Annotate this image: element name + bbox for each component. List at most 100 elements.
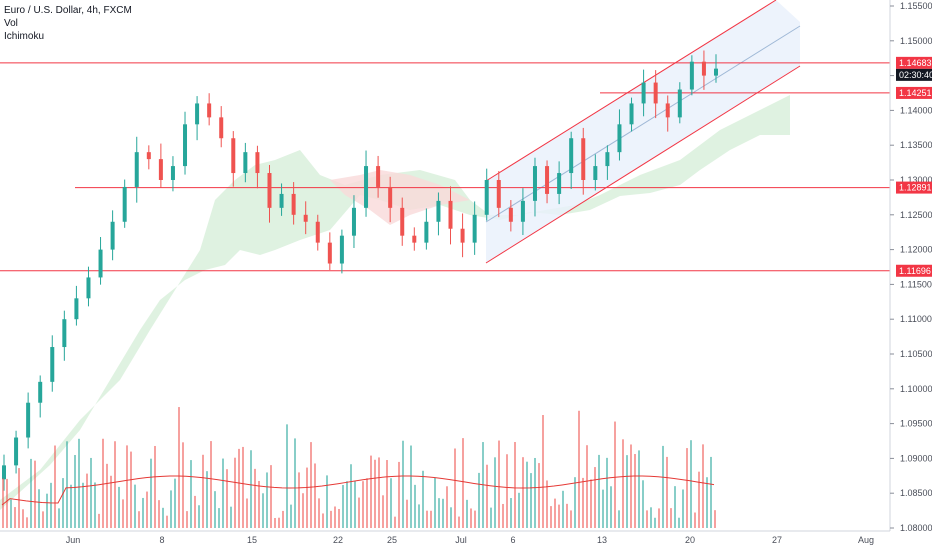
candle <box>195 103 200 125</box>
price-tick-label: 1.14000 <box>900 105 932 115</box>
volume-bar <box>682 489 684 528</box>
volume-bar <box>98 513 100 528</box>
volume-bar <box>474 510 476 528</box>
volume-bar <box>86 473 88 528</box>
volume-bar <box>646 510 648 528</box>
volume-bar <box>706 477 708 528</box>
volume-bar <box>538 463 540 528</box>
volume-bar <box>138 511 140 528</box>
candle <box>581 138 586 180</box>
channel-fill <box>486 0 800 263</box>
time-tick-label: Jul <box>455 535 467 545</box>
channel-lower-line[interactable] <box>485 65 801 264</box>
volume-bar <box>702 444 704 528</box>
volume-bar <box>386 460 388 528</box>
volume-bar <box>662 445 664 528</box>
volume-bar <box>362 481 364 528</box>
volume-bar <box>70 484 72 528</box>
candle <box>641 82 646 104</box>
volume-bar <box>142 497 144 528</box>
volume-bar <box>462 438 464 528</box>
candle <box>412 235 417 243</box>
candle <box>520 200 525 222</box>
volume-bar <box>370 455 372 528</box>
volume-bar <box>562 490 564 528</box>
volume-bar <box>346 481 348 528</box>
volume-bar <box>506 454 508 528</box>
volume-bar <box>78 438 80 528</box>
indicator-vol[interactable]: Vol <box>4 18 18 29</box>
volume-bar <box>410 445 412 528</box>
volume-bar <box>166 515 168 528</box>
candle <box>50 347 55 382</box>
volume-bar <box>586 445 588 528</box>
volume-bar <box>278 517 280 528</box>
candle <box>339 235 344 264</box>
volume-bar <box>630 444 632 528</box>
volume-bar <box>102 438 104 528</box>
volume-bar <box>626 455 628 528</box>
candle <box>629 103 634 125</box>
volume-ma-line <box>1 475 715 506</box>
candle <box>388 186 393 208</box>
price-tick-label: 1.15500 <box>900 1 932 11</box>
volume-bar <box>238 448 240 528</box>
volume-bar <box>554 498 556 528</box>
volume-bar <box>294 438 296 528</box>
candle <box>424 221 429 243</box>
candle <box>122 186 127 222</box>
candle <box>134 152 139 187</box>
volume-bar <box>218 508 220 528</box>
level-label: 1.14683 <box>899 58 932 68</box>
volume-bar <box>590 479 592 528</box>
time-tick-label: 6 <box>510 535 515 545</box>
volume-bar <box>22 509 24 528</box>
indicator-ichimoku[interactable]: Ichimoku <box>4 31 45 42</box>
volume-bar <box>210 441 212 528</box>
symbol-title[interactable]: Euro / U.S. Dollar, 4h, FXCM <box>4 5 132 16</box>
time-tick-label: 15 <box>247 535 257 545</box>
volume-bar <box>634 454 636 528</box>
volume-bar <box>510 498 512 528</box>
time-tick-label: 27 <box>772 535 782 545</box>
volume-bar <box>618 510 620 528</box>
volume-bar <box>446 486 448 528</box>
volume-bar <box>54 445 56 528</box>
candle <box>26 402 31 438</box>
volume-bar <box>338 508 340 528</box>
price-tick-label: 1.12000 <box>900 245 932 255</box>
volume-bar <box>514 442 516 528</box>
volume-bar <box>686 448 688 528</box>
level-label: 1.11696 <box>899 266 931 276</box>
candle <box>303 214 308 222</box>
volume-bar <box>486 464 488 528</box>
volume-bar <box>2 478 4 528</box>
volume-bar <box>170 490 172 528</box>
candle <box>14 437 19 466</box>
volume-bar <box>306 467 308 528</box>
candle <box>557 173 562 194</box>
volume-bar <box>182 442 184 528</box>
volume-bar <box>530 473 532 528</box>
volume-bar <box>290 504 292 528</box>
candle <box>484 180 489 215</box>
volume-bar <box>434 477 436 528</box>
channel-mid-line[interactable] <box>485 25 801 223</box>
volume-bar <box>314 463 316 528</box>
volume-bar <box>566 503 568 528</box>
volume-bar <box>602 489 604 528</box>
volume-bar <box>130 451 132 528</box>
volume-bar <box>286 424 288 528</box>
volume-bar <box>654 517 656 528</box>
volume-bar <box>418 504 420 528</box>
volume-bar <box>270 465 272 528</box>
channel-upper-line[interactable] <box>485 0 777 182</box>
candle <box>400 207 405 236</box>
candle <box>569 138 574 174</box>
volume-bar <box>450 507 452 528</box>
candle <box>593 166 598 180</box>
volume-bar <box>330 510 332 528</box>
volume-bar <box>478 472 480 528</box>
candle <box>110 221 115 250</box>
